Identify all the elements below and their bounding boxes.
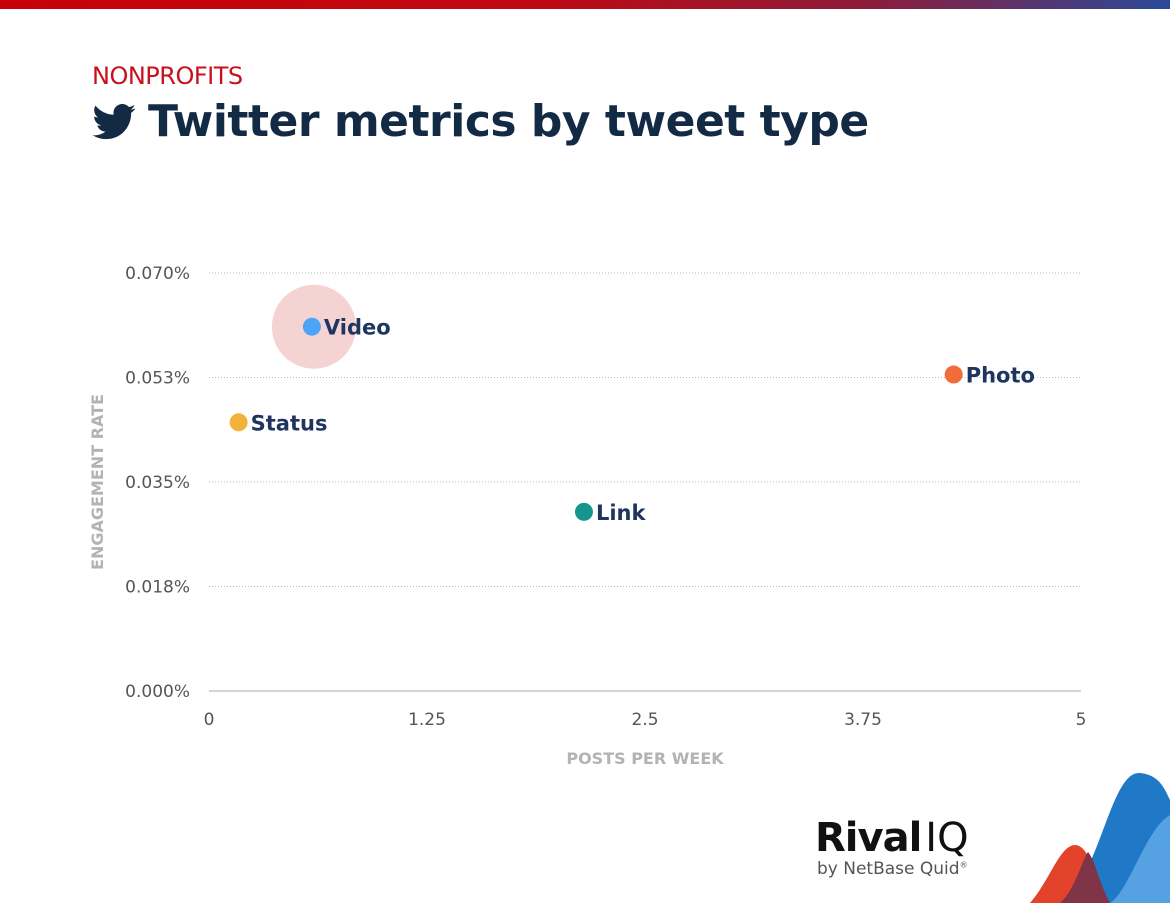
- data-label-photo: Photo: [966, 364, 1035, 388]
- logo-rival: Rival: [815, 815, 922, 861]
- y-tick-label: 0.070%: [125, 264, 190, 284]
- y-tick-label: 0.018%: [125, 578, 190, 598]
- wave-overlap: [1060, 852, 1110, 903]
- data-point-status: [229, 413, 248, 432]
- twitter-bird-icon: [92, 103, 136, 139]
- x-tick-label: 2.5: [631, 710, 658, 730]
- logo-waves: [1030, 772, 1170, 903]
- registered-mark: ®: [959, 860, 968, 870]
- x-axis-title: POSTS PER WEEK: [566, 749, 724, 768]
- x-tick-label: 3.75: [844, 710, 882, 730]
- data-label-video: Video: [324, 316, 391, 340]
- y-tick-label: 0.035%: [125, 473, 190, 493]
- x-tick-label: 1.25: [408, 710, 446, 730]
- category-kicker: NONPROFITS: [92, 62, 243, 90]
- data-label-link: Link: [596, 501, 647, 525]
- x-tick-label: 5: [1076, 710, 1087, 730]
- data-label-status: Status: [251, 411, 328, 435]
- byline-text: by NetBase Quid: [817, 859, 960, 879]
- y-tick-label: 0.000%: [125, 682, 190, 702]
- y-axis-title: ENGAGEMENT RATE: [88, 394, 107, 570]
- page-title: Twitter metrics by tweet type: [92, 96, 869, 147]
- logo-byline: by NetBase Quid®: [817, 859, 968, 879]
- wave-light-blue: [1110, 815, 1170, 903]
- data-point-photo: [944, 365, 963, 384]
- logo-iq: IQ: [925, 815, 969, 861]
- rival-iq-logo: Rival IQ by NetBase Quid®: [815, 815, 969, 879]
- top-accent-bar: [0, 0, 1170, 9]
- y-tick-label: 0.053%: [125, 369, 190, 389]
- title-text: Twitter metrics by tweet type: [148, 96, 869, 147]
- x-tick-label: 0: [204, 710, 215, 730]
- data-point-video: [302, 317, 321, 336]
- data-point-link: [574, 502, 593, 521]
